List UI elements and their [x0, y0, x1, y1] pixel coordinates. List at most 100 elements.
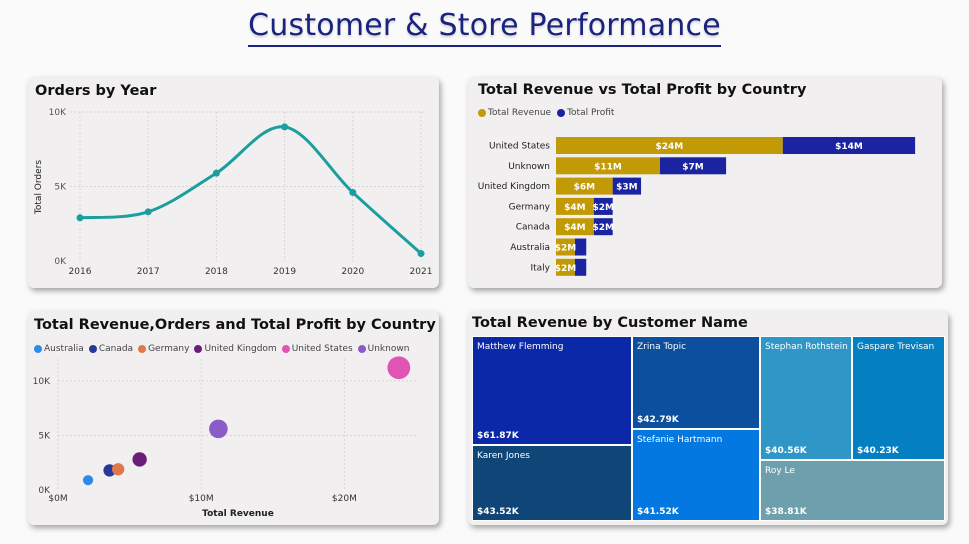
orders-by-year-card[interactable]: Orders by Year 10K 5K 0K 2016 2017 2018 2019 20… — [28, 77, 439, 288]
scatter-legend-label: Unknown — [367, 344, 410, 354]
orders-point — [349, 188, 357, 196]
profit-bar — [593, 218, 613, 236]
treemap-cell[interactable]: Roy Le $38.81K — [760, 460, 945, 521]
scatter-point — [209, 419, 228, 439]
legend-dot-icon — [34, 345, 42, 353]
treemap-cell[interactable]: Stephan Rothstein $40.56K — [760, 336, 852, 460]
scatter-legend-label: Canada — [98, 344, 134, 354]
revenue-data-label: $11M — [594, 162, 622, 172]
revenue-profit-bar-chart[interactable]: United States $24M $14M Unknown $11M $7M Unite… — [468, 77, 942, 288]
treemap-cell[interactable]: Stefanie Hartmann $41.52K — [632, 429, 760, 521]
revenue-bar — [556, 197, 594, 215]
x-axis-label: Total Revenue — [202, 509, 274, 519]
legend-dot-icon — [138, 345, 147, 353]
profit-data-label: $2M — [593, 203, 615, 213]
orders-point — [281, 123, 289, 131]
category-label: Italy — [530, 263, 550, 273]
scatter-point — [82, 475, 94, 486]
revenue-profit-card[interactable]: Total Revenue vs Total Profit by Country… — [468, 77, 942, 288]
profit-bar — [612, 177, 642, 195]
profit-bar — [593, 197, 613, 215]
legend-item-revenue[interactable]: Total Revenue — [478, 108, 551, 118]
legend-item-profit[interactable]: Total Profit — [557, 108, 614, 118]
treemap-cell[interactable]: Matthew Flemming $61.87K — [472, 336, 632, 445]
profit-bar — [574, 238, 587, 256]
revenue-data-label: $2M — [555, 244, 577, 254]
category-label: Unknown — [508, 162, 550, 172]
profit-data-label: $7M — [682, 162, 704, 172]
revenue-data-label: $4M — [564, 223, 586, 233]
x-tick-label: $10M — [189, 494, 214, 504]
legend-label-profit: Total Profit — [567, 108, 615, 118]
scatter-legend-item[interactable]: Unknown — [357, 344, 410, 354]
legend-dot-icon — [88, 345, 97, 353]
orders-card-title: Orders by Year — [35, 83, 157, 99]
x-tick-label: 2019 — [273, 267, 296, 277]
profit-data-label: $2M — [593, 223, 615, 233]
x-tick-label: 2020 — [341, 267, 364, 277]
revenue-bar — [556, 258, 575, 276]
page-title: Customer & Store Performance — [248, 8, 721, 47]
scatter-point — [132, 452, 147, 467]
x-tick-label: 2021 — [410, 267, 433, 277]
y-tick-label: 10K — [49, 108, 67, 118]
revenue-data-label: $24M — [656, 142, 684, 152]
profit-bar — [782, 137, 916, 154]
scatter-legend: Australia Canada Germany United Kingdom Unit… — [34, 344, 409, 354]
treemap-cell-value: $40.56K — [765, 446, 807, 456]
scatter-card-title: Total Revenue,Orders and Total Profit by… — [34, 317, 436, 333]
scatter-point — [387, 356, 411, 380]
y-tick-label: 5K — [54, 183, 67, 193]
treemap-cell[interactable]: Zrina Topic $42.79K — [632, 336, 760, 429]
category-label: Canada — [516, 223, 550, 233]
treemap-cell-name: Zrina Topic — [637, 342, 687, 352]
revenue-data-label: $6M — [574, 183, 596, 193]
revprofit-card-title: Total Revenue vs Total Profit by Country — [478, 82, 807, 98]
y-axis-label: Total Orders — [34, 160, 44, 215]
legend-dot-icon — [194, 345, 203, 353]
treemap-cell-value: $42.79K — [637, 415, 679, 425]
y-tick-label: 10K — [33, 377, 51, 387]
legend-label-revenue: Total Revenue — [488, 108, 552, 118]
scatter-legend-label: Australia — [44, 344, 84, 354]
scatter-legend-label: Germany — [148, 344, 190, 354]
orders-point — [144, 208, 152, 216]
revenue-bar — [556, 157, 660, 175]
legend-dot-icon — [357, 345, 366, 353]
orders-line — [79, 125, 423, 255]
category-label: Germany — [509, 202, 551, 212]
category-label: Australia — [510, 243, 550, 253]
scatter-legend-item[interactable]: Canada — [88, 344, 134, 354]
profit-bar — [574, 258, 587, 276]
treemap: Matthew Flemming $61.87K Karen Jones $43.52… — [472, 336, 946, 522]
scatter-legend-item[interactable]: United Kingdom — [194, 344, 277, 354]
scatter-legend-label: United States — [291, 344, 353, 354]
revenue-bar — [556, 238, 575, 256]
treemap-cell[interactable]: Gaspare Trevisan $40.23K — [852, 336, 945, 460]
treemap-cell-value: $61.87K — [477, 431, 519, 441]
treemap-cell-value: $43.52K — [477, 507, 519, 517]
category-label: United Kingdom — [478, 182, 550, 192]
scatter-point — [111, 463, 125, 476]
revenue-dot-icon — [478, 109, 486, 117]
y-tick-label: 0K — [54, 257, 67, 267]
revprofit-legend: Total Revenue Total Profit — [478, 108, 614, 118]
treemap-cell-name: Stephan Rothstein — [765, 342, 848, 352]
x-tick-label: 2017 — [137, 267, 160, 277]
revenue-bar — [556, 218, 594, 236]
scatter-legend-item[interactable]: Australia — [34, 344, 84, 354]
treemap-card[interactable]: Total Revenue by Customer Name Matthew F… — [468, 311, 948, 525]
treemap-cell-value: $38.81K — [765, 507, 807, 517]
scatter-card[interactable]: Total Revenue,Orders and Total Profit by… — [28, 311, 439, 525]
revenue-data-label: $4M — [564, 203, 586, 213]
profit-data-label: $3M — [616, 183, 638, 193]
x-tick-label: 2018 — [205, 267, 228, 277]
x-tick-label: 2016 — [69, 267, 92, 277]
scatter-legend-item[interactable]: United States — [281, 344, 353, 354]
scatter-legend-item[interactable]: Germany — [138, 344, 189, 354]
x-tick-label: $20M — [332, 494, 357, 504]
treemap-cell[interactable]: Karen Jones $43.52K — [472, 445, 632, 521]
treemap-cell-value: $40.23K — [857, 446, 899, 456]
scatter-chart[interactable]: 10K 5K 0K$0M $10M $20M Total Revenue — [28, 311, 439, 525]
